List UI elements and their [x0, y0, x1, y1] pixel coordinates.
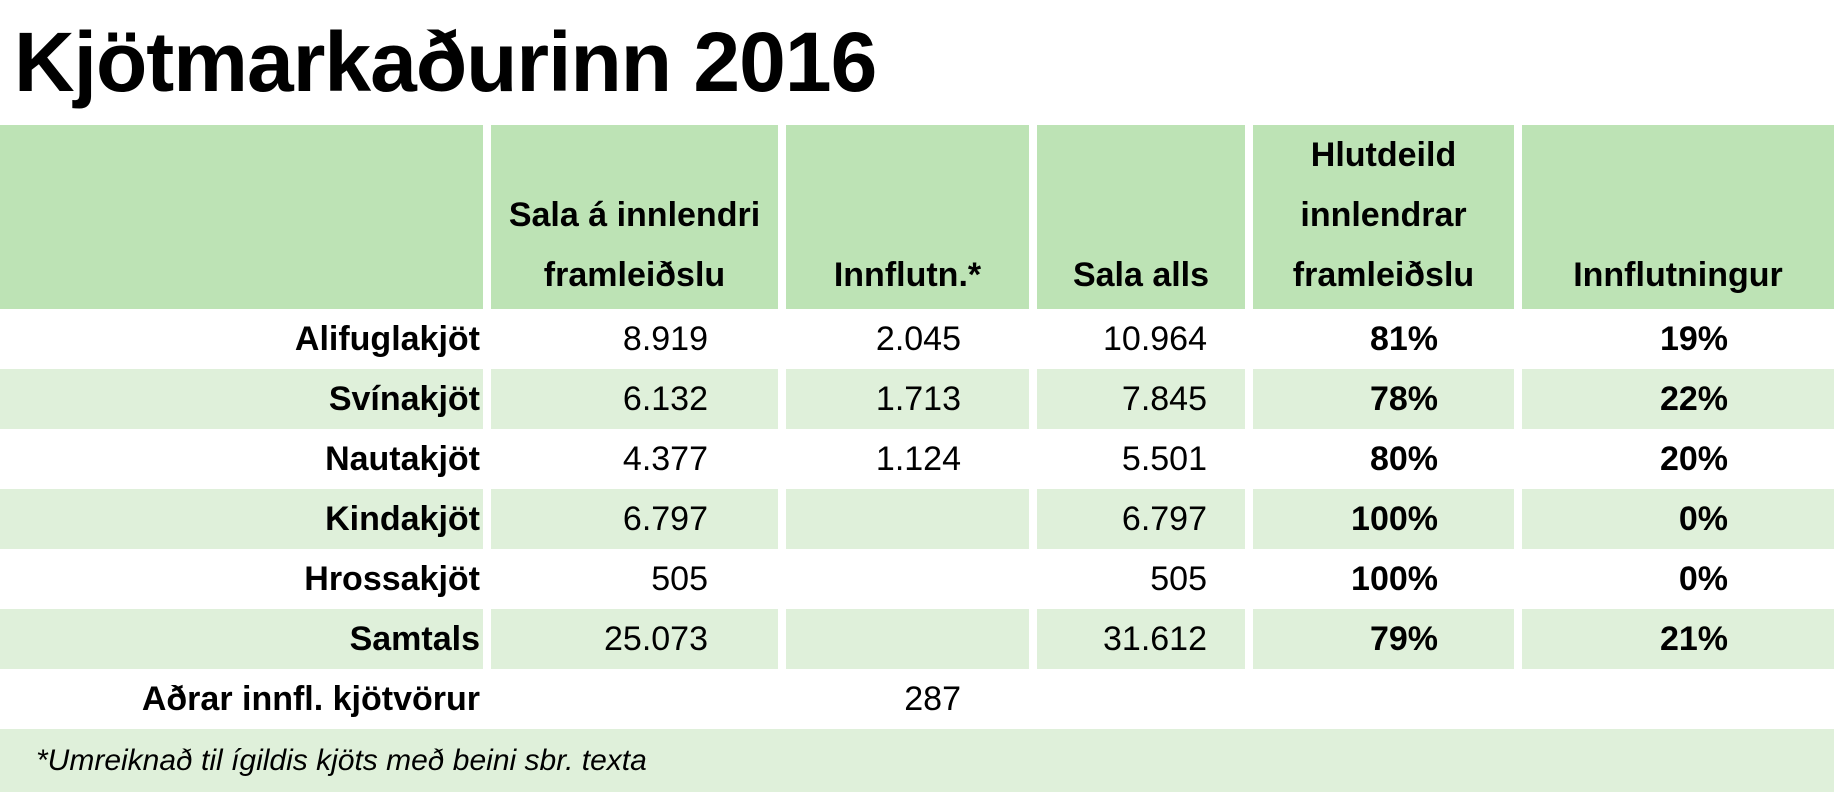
cell: 81%	[1245, 309, 1514, 369]
row-label: Aðrar innfl. kjötvörur	[141, 679, 480, 718]
cell: 6.797	[1029, 489, 1245, 549]
row-label: Kindakjöt	[0, 489, 483, 549]
header-cell	[0, 125, 483, 309]
cell: 100%	[1245, 489, 1514, 549]
row-label: Alifuglakjöt	[294, 319, 480, 358]
cell	[778, 609, 1029, 669]
header-cell: Sala alls	[1029, 125, 1245, 309]
data-row: Aðrar innfl. kjötvörur 287	[0, 669, 1834, 729]
cell: 1.124	[778, 429, 1029, 489]
cell: 2.045	[778, 309, 1029, 369]
cell: 0%	[1514, 489, 1834, 549]
cell: 5.501	[1029, 429, 1245, 489]
data-row: Kindakjöt 6.797 6.797 100% 0%	[0, 489, 1834, 549]
row-label: Svínakjöt	[0, 369, 483, 429]
cell: 31.612	[1029, 609, 1245, 669]
cell: 6.797	[483, 489, 778, 549]
data-row: Nautakjöt 4.377 1.124 5.501 80% 20%	[0, 429, 1834, 489]
cell: 100%	[1245, 549, 1514, 609]
cell: 19%	[1514, 309, 1834, 369]
cell: 505	[483, 549, 778, 609]
title: Kjötmarkaðurinn 2016	[14, 15, 877, 109]
cell: 21%	[1514, 609, 1834, 669]
cell: 20%	[1514, 429, 1834, 489]
header-cell: Sala á innlendri framleiðslu	[483, 125, 778, 309]
row-label: Hrossakjöt	[304, 559, 480, 598]
cell: 78%	[1245, 369, 1514, 429]
cell: 6.132	[483, 369, 778, 429]
header-cell: Hlutdeild innlendrar framleiðslu	[1245, 125, 1514, 309]
cell: 79%	[1245, 609, 1514, 669]
cell	[483, 669, 778, 729]
header-cell: Innflutn.*	[778, 125, 1029, 309]
data-row: Hrossakjöt 505 505 100% 0%	[0, 549, 1834, 609]
row-label: Samtals	[0, 609, 483, 669]
cell: 1.713	[778, 369, 1029, 429]
cell: 505	[1029, 549, 1245, 609]
cell: 7.845	[1029, 369, 1245, 429]
cell	[1245, 669, 1514, 729]
cell: 8.919	[483, 309, 778, 369]
cell	[1514, 669, 1834, 729]
data-row: Samtals 25.073 31.612 79% 21%	[0, 609, 1834, 669]
cell: 287	[778, 669, 1029, 729]
cell	[778, 549, 1029, 609]
data-row: Alifuglakjöt 8.919 2.045 10.964 81% 19%	[0, 309, 1834, 369]
footnote-row: *Umreiknað til ígildis kjöts með beini s…	[0, 729, 1834, 792]
meat-market-table: Sala á innlendri framleiðslu Innflutn.* Sa…	[0, 125, 1834, 792]
footnote: *Umreiknað til ígildis kjöts með beini s…	[0, 729, 1834, 792]
cell: 22%	[1514, 369, 1834, 429]
cell: 25.073	[483, 609, 778, 669]
cell: 80%	[1245, 429, 1514, 489]
header-cell: Innflutningur	[1514, 125, 1834, 309]
cell: 0%	[1514, 549, 1834, 609]
cell: 4.377	[483, 429, 778, 489]
data-row: Svínakjöt 6.132 1.713 7.845 78% 22%	[0, 369, 1834, 429]
header-row: Sala á innlendri framleiðslu Innflutn.* Sa…	[0, 125, 1834, 309]
cell	[1029, 669, 1245, 729]
cell	[778, 489, 1029, 549]
cell: 10.964	[1029, 309, 1245, 369]
row-label: Nautakjöt	[325, 439, 480, 478]
